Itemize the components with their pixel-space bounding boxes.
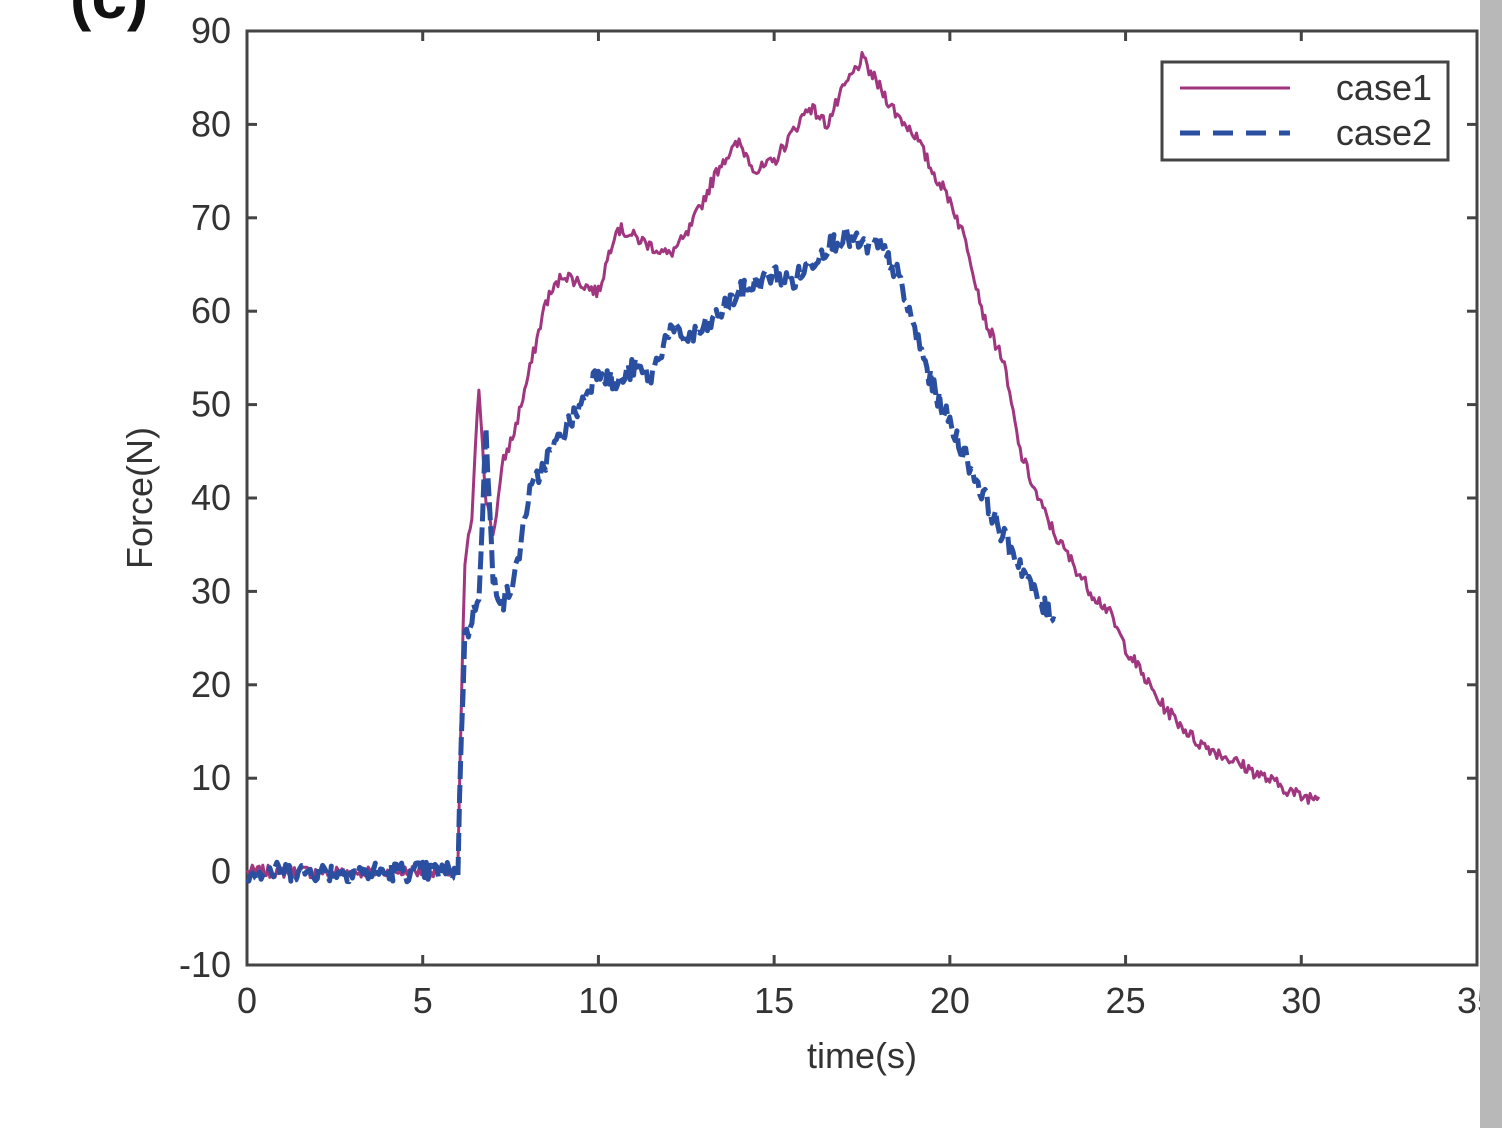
y-tick-label: 90 — [191, 10, 231, 51]
series-layer — [245, 51, 1321, 885]
legend-box — [1160, 60, 1450, 162]
y-tick-label: 0 — [211, 851, 231, 892]
x-tick-label: 0 — [237, 980, 257, 1021]
y-tick-label: 20 — [191, 664, 231, 705]
y-tick-label: 50 — [191, 384, 231, 425]
y-tick-label: 80 — [191, 103, 231, 144]
x-tick-label: 15 — [754, 980, 794, 1021]
x-tick-label: 10 — [578, 980, 618, 1021]
y-tick-label: 60 — [191, 290, 231, 331]
series-line-case2 — [245, 224, 1057, 885]
legend: case1 case2 — [1160, 60, 1450, 162]
x-tick-label: 20 — [930, 980, 970, 1021]
y-tick-label: 40 — [191, 477, 231, 518]
y-tick-label: 70 — [191, 197, 231, 238]
y-axis-ticks: -10 0 10 20 30 40 50 60 70 80 90 — [179, 10, 1477, 985]
y-tick-label: 10 — [191, 757, 231, 798]
y-axis-label: Force(N) — [119, 427, 160, 569]
x-axis-ticks: 0 5 10 15 20 25 30 35 — [237, 31, 1480, 1021]
plot-area-frame — [245, 29, 1479, 967]
y-tick-label: 30 — [191, 570, 231, 611]
x-tick-label: 5 — [413, 980, 433, 1021]
panel-label: (c) — [70, 0, 148, 32]
x-tick-label: 30 — [1281, 980, 1321, 1021]
x-tick-label: 25 — [1106, 980, 1146, 1021]
x-tick-label: 35 — [1457, 980, 1480, 1021]
x-axis-label: time(s) — [807, 1035, 917, 1076]
legend-label-case1: case1 — [1336, 67, 1432, 108]
y-tick-label: -10 — [179, 944, 231, 985]
page-edge-bar — [1480, 0, 1502, 1128]
legend-label-case2: case2 — [1336, 112, 1432, 153]
